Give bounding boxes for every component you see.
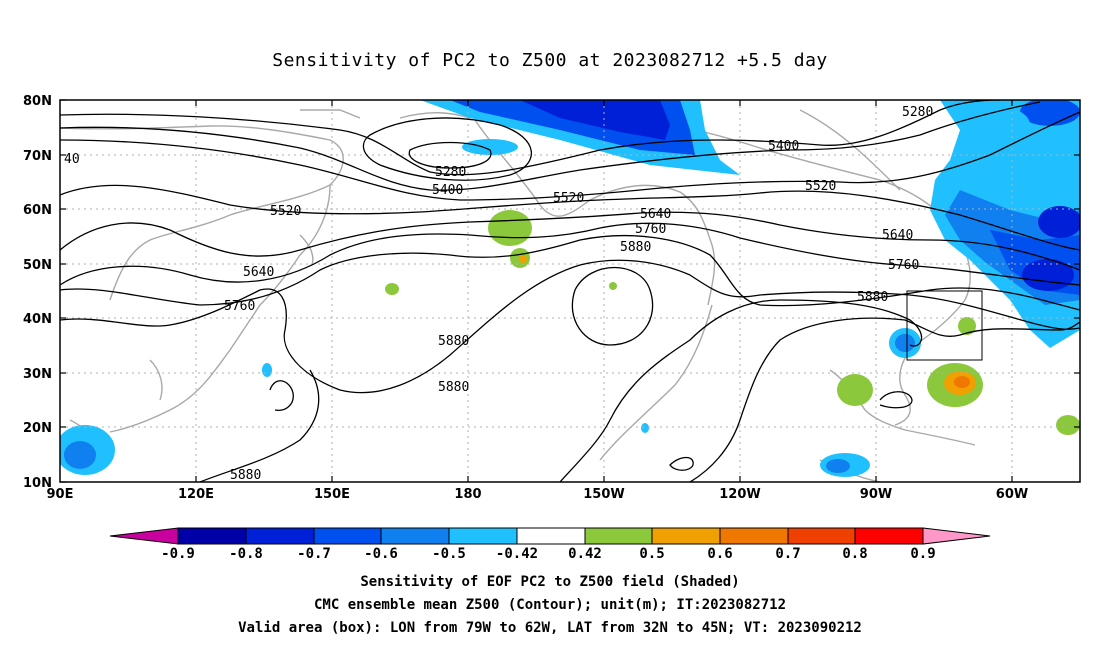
lat-label: 80N xyxy=(23,94,52,109)
shade-green-aleutian xyxy=(488,210,532,246)
colorbar-tick-label: 0.5 xyxy=(639,546,664,562)
colorbar-cell xyxy=(787,527,856,545)
contour-label: 5880 xyxy=(438,380,469,395)
contour-label: 5760 xyxy=(224,299,255,314)
shade-orange-atlantic-core xyxy=(954,376,970,388)
colorbar-cell xyxy=(516,527,586,545)
contour-label: 5520 xyxy=(805,179,836,194)
contour-label: 5280 xyxy=(902,105,933,120)
contour-label: 5640 xyxy=(882,228,913,243)
shade-top-right-outer xyxy=(970,107,1030,143)
shade-sw-atlantic-blue-core xyxy=(895,334,915,352)
contour-label: 5880 xyxy=(438,334,469,349)
contour-label: 5880 xyxy=(857,290,888,305)
colorbar-cell xyxy=(584,527,653,545)
shade-top-right xyxy=(1020,100,1080,126)
latitude-labels: 80N 70N 60N 50N 40N 30N 20N 10N xyxy=(23,94,52,491)
lat-label: 20N xyxy=(23,421,52,436)
coastlines xyxy=(60,109,1061,482)
shade-pacific-speck-2 xyxy=(641,423,649,433)
contour-label: 40 xyxy=(64,152,80,167)
contour-labels: 5280 5400 5520 5640 5760 5880 40 5280 54… xyxy=(64,105,933,395)
colorbar-tick-label: 0.42 xyxy=(568,546,602,562)
map-frame xyxy=(59,99,1081,483)
map-area: 5280 5400 5520 5640 5760 5880 40 5280 54… xyxy=(60,100,1080,483)
contour-label: 5280 xyxy=(435,165,466,180)
lat-label: 10N xyxy=(23,476,52,491)
shade-green-east xyxy=(1056,415,1080,435)
shade-arctic-band-core xyxy=(520,100,670,140)
contour-label: 5520 xyxy=(553,191,584,206)
colorbar-cell xyxy=(719,527,789,545)
colorbar-cell xyxy=(177,527,247,545)
contour-label: 5760 xyxy=(888,258,919,273)
shade-green-small-2 xyxy=(609,282,617,290)
lat-label: 60N xyxy=(23,203,52,218)
lon-label: 150E xyxy=(314,487,350,502)
tick-marks xyxy=(60,99,1080,483)
colorbar-tick-label: 0.7 xyxy=(775,546,800,562)
contour-label: 5520 xyxy=(270,204,301,219)
caption-shading: Sensitivity of EOF PC2 to Z500 field (Sh… xyxy=(360,574,740,590)
lon-label: 90W xyxy=(860,487,892,502)
colorbar-tick-label: -0.9 xyxy=(161,546,195,562)
contour-label: 5400 xyxy=(768,139,799,154)
colorbar-cell xyxy=(380,527,450,545)
colorbar-cell xyxy=(448,527,518,545)
colorbar-tick-label: 0.9 xyxy=(910,546,935,562)
colorbar-cell xyxy=(854,527,924,545)
colorbar-tick-label: -0.6 xyxy=(364,546,398,562)
grid-lines xyxy=(60,100,1080,482)
colorbar-low-triangle xyxy=(109,527,179,545)
caption-contour: CMC ensemble mean Z500 (Contour); unit(m… xyxy=(313,597,786,613)
colorbar-tick-label: 0.6 xyxy=(707,546,732,562)
colorbar: -0.9 -0.8 -0.7 -0.6 -0.5 -0.42 0.42 0.5 … xyxy=(109,527,991,562)
shade-ne-deep-1 xyxy=(1038,206,1080,238)
figure-title: Sensitivity of PC2 to Z500 at 2023082712… xyxy=(272,50,828,71)
colorbar-tick-label: -0.8 xyxy=(229,546,263,562)
shade-ne-deep-2 xyxy=(1022,259,1074,291)
z500-contours xyxy=(60,100,1080,482)
longitude-labels: 90E 120E 150E 180 150W 120W 90W 60W xyxy=(47,487,1029,502)
lon-label: 120E xyxy=(178,487,214,502)
lon-label: 90E xyxy=(47,487,74,502)
shade-pacific-speck xyxy=(262,363,272,377)
colorbar-tick-labels: -0.9 -0.8 -0.7 -0.6 -0.5 -0.42 0.42 0.5 … xyxy=(161,546,936,562)
contour-label: 5760 xyxy=(635,222,666,237)
colorbar-tick-label: -0.7 xyxy=(297,546,331,562)
caption-valid-area: Valid area (box): LON from 79W to 62W, L… xyxy=(238,620,862,636)
lat-label: 50N xyxy=(23,258,52,273)
sensitivity-shading xyxy=(60,100,1080,477)
contour-label: 5640 xyxy=(243,265,274,280)
lat-label: 70N xyxy=(23,149,52,164)
contour-label: 5880 xyxy=(230,468,261,483)
colorbar-cell xyxy=(651,527,721,545)
contour-label: 5400 xyxy=(432,183,463,198)
lat-label: 30N xyxy=(23,367,52,382)
lon-label: 60W xyxy=(996,487,1028,502)
colorbar-tick-label: 0.8 xyxy=(842,546,867,562)
contour-label: 5880 xyxy=(620,240,651,255)
lon-label: 180 xyxy=(454,487,481,502)
lon-label: 150W xyxy=(583,487,624,502)
lat-label: 40N xyxy=(23,312,52,327)
shade-green-small-1 xyxy=(385,283,399,295)
colorbar-tick-label: -0.5 xyxy=(432,546,466,562)
colorbar-high-triangle xyxy=(922,527,991,545)
shade-green-box xyxy=(958,317,976,335)
colorbar-tick-label: -0.42 xyxy=(496,546,538,562)
shade-east-pacific-blue-core xyxy=(826,459,850,473)
shade-small-blob-70n xyxy=(462,139,518,155)
contour-label: 5640 xyxy=(640,207,671,222)
colorbar-cell xyxy=(245,527,315,545)
shade-westpac-blue-core xyxy=(64,441,96,469)
shade-green-gulf xyxy=(837,374,873,406)
valid-area-box xyxy=(906,290,983,361)
shade-orange-speck xyxy=(519,255,527,263)
colorbar-cell xyxy=(313,527,382,545)
lon-label: 120W xyxy=(719,487,760,502)
